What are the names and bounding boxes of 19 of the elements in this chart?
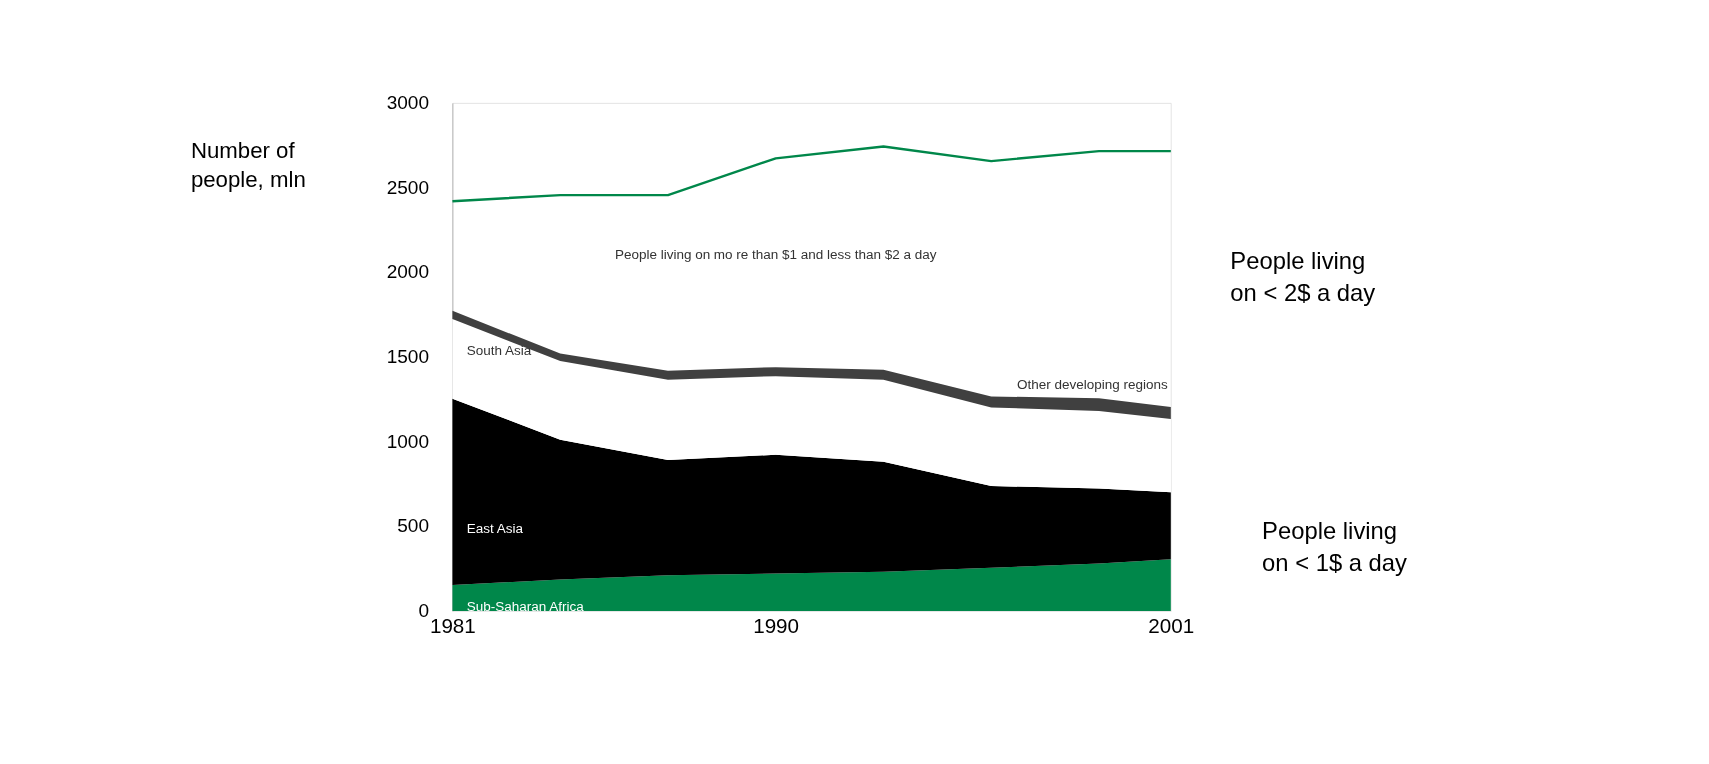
- y-tick-label: 1000: [386, 430, 430, 452]
- y-tick-label: 1500: [386, 345, 430, 367]
- text: People living on < 1$ a day: [1262, 516, 1408, 576]
- series-label: East Asia: [466, 521, 524, 537]
- x-tick-label: 1981: [429, 613, 476, 637]
- series-label: Other developing regions: [1016, 377, 1168, 393]
- y-axis-title: Number of people, mln: [190, 138, 306, 192]
- y-tick-label: 2000: [386, 261, 430, 283]
- line-series: [451, 145, 1173, 203]
- annotation: People living on mo re than $1 and less than $2 a day: [614, 247, 937, 263]
- y-tick-label: 500: [397, 515, 430, 537]
- series-label: South Asia: [466, 342, 532, 358]
- text: People living on < 2$ a day: [1230, 246, 1376, 306]
- y-tick-label: 2500: [386, 176, 430, 198]
- x-tick-label: 2001: [1148, 613, 1195, 637]
- y-tick-label: 0: [418, 599, 430, 621]
- series-label: Sub-Saharan Africa: [466, 599, 585, 615]
- x-tick-label: 1990: [753, 613, 800, 637]
- y-tick-label: 3000: [386, 91, 430, 113]
